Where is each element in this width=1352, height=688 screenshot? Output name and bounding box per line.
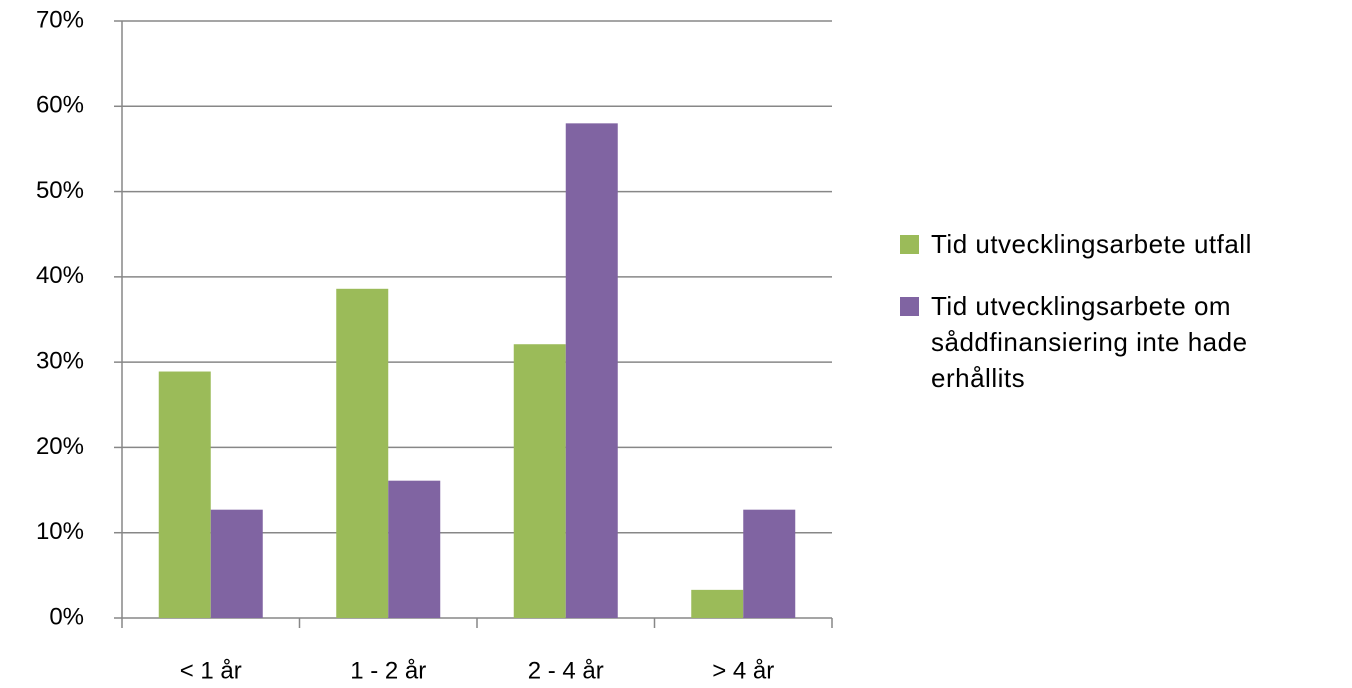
y-tick-label: 70% [36,6,84,33]
y-tick-label: 60% [36,92,84,119]
x-tick-label: < 1 år [180,657,242,684]
legend-item: Tid utvecklingsarbete utfall [900,226,1340,262]
y-tick-label: 40% [36,262,84,289]
bar [388,480,441,618]
bar [565,123,618,618]
x-tick-label: > 4 år [712,657,774,684]
x-tick-label: 2 - 4 år [528,657,604,684]
y-tick-label: 30% [36,347,84,374]
legend-swatch [900,235,919,254]
legend-label: Tid utvecklingsarbete om såddfinansierin… [931,291,1248,393]
legend-label: Tid utvecklingsarbete utfall [931,229,1252,259]
legend-swatch [900,297,919,316]
x-tick-label: 1 - 2 år [350,657,426,684]
legend: Tid utvecklingsarbete utfall Tid utveckli… [900,226,1340,422]
bar [158,371,211,618]
bar [691,589,744,618]
y-tick-label: 0% [49,603,84,630]
legend-item: Tid utvecklingsarbete om såddfinansierin… [900,288,1340,396]
bar [336,288,389,618]
y-tick-label: 20% [36,433,84,460]
y-tick-label: 50% [36,177,84,204]
y-tick-label: 10% [36,518,84,545]
bar [210,509,263,618]
bar [743,509,796,618]
bar [513,344,566,618]
